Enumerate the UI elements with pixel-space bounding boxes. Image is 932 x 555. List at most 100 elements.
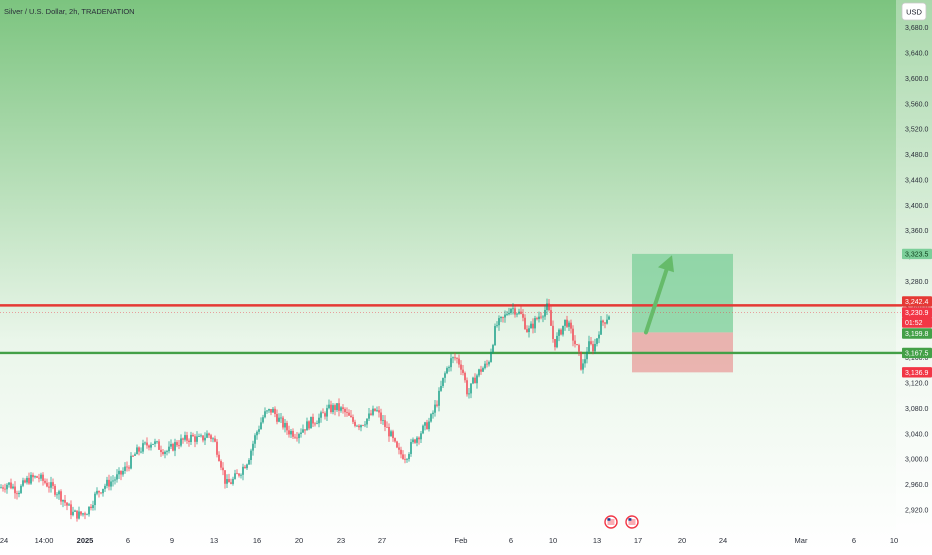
candle-body bbox=[472, 377, 474, 384]
candle-body bbox=[124, 466, 126, 471]
candle-body bbox=[330, 404, 332, 413]
candle-body bbox=[402, 454, 404, 459]
candle-body bbox=[174, 442, 176, 451]
candle-body bbox=[514, 308, 516, 315]
x-tick-label: 14:00 bbox=[35, 536, 54, 545]
candle-body bbox=[34, 476, 36, 478]
candle-body bbox=[230, 482, 232, 484]
candle-body bbox=[244, 466, 246, 469]
target-price-tag[interactable] bbox=[902, 248, 932, 260]
candle-body bbox=[38, 477, 40, 479]
candle-body bbox=[306, 421, 308, 431]
projection-arrow-shaft[interactable] bbox=[644, 263, 670, 335]
target-price-tag-label: 3,323.5 bbox=[905, 252, 928, 259]
candle-body bbox=[532, 323, 534, 329]
symbol-title: Silver / U.S. Dollar, 2h, TRADENATION bbox=[4, 7, 135, 16]
candle-body bbox=[604, 322, 606, 324]
candle-body bbox=[82, 513, 84, 515]
candle-body bbox=[240, 474, 242, 476]
candle-body bbox=[412, 439, 414, 443]
candle-body bbox=[162, 452, 164, 455]
currency-button[interactable] bbox=[901, 2, 927, 21]
candle-body bbox=[70, 504, 72, 516]
x-tick-label: 2025 bbox=[77, 536, 94, 545]
candle-body bbox=[358, 425, 360, 428]
candle-body bbox=[410, 442, 412, 454]
candle-body bbox=[50, 482, 52, 488]
candle-body bbox=[248, 459, 250, 465]
x-tick-label: Feb bbox=[455, 536, 468, 545]
y-tick-label: 3,560.0 bbox=[905, 101, 928, 108]
candle-body bbox=[530, 323, 532, 329]
candle-body bbox=[274, 408, 276, 415]
candle-body bbox=[328, 404, 330, 409]
candle-body bbox=[570, 322, 572, 329]
y-tick-label: 2,920.0 bbox=[905, 508, 928, 515]
candle-body bbox=[576, 344, 578, 346]
candle-body bbox=[136, 447, 138, 455]
candle-body bbox=[486, 363, 488, 365]
candle-body bbox=[550, 310, 552, 326]
candle-body bbox=[128, 467, 130, 469]
candle-body bbox=[602, 320, 604, 323]
candle-body bbox=[288, 430, 290, 435]
candle-body bbox=[370, 413, 372, 415]
candle-body bbox=[396, 441, 398, 448]
candle-body bbox=[176, 442, 178, 446]
last-price-tag[interactable] bbox=[902, 307, 932, 318]
candle-body bbox=[568, 322, 570, 327]
y-tick-label: 3,480.0 bbox=[905, 152, 928, 159]
candle-body bbox=[478, 369, 480, 376]
currency-button-label[interactable]: USD bbox=[906, 8, 922, 17]
support-price-tag[interactable] bbox=[902, 347, 932, 359]
candle-body bbox=[294, 436, 296, 438]
candle-body bbox=[14, 486, 16, 494]
candle-body bbox=[400, 449, 402, 455]
countdown-price-tag[interactable] bbox=[902, 317, 932, 328]
candle-body bbox=[334, 405, 336, 411]
candle-body bbox=[308, 421, 310, 429]
candle-body bbox=[588, 341, 590, 352]
candle-body bbox=[398, 447, 400, 450]
candle-body bbox=[526, 329, 528, 333]
candle-body bbox=[392, 431, 394, 439]
stop-price-tag[interactable] bbox=[902, 367, 932, 378]
target-zone[interactable] bbox=[632, 253, 733, 333]
candle-body bbox=[158, 441, 160, 450]
y-tick-label: 3,360.0 bbox=[905, 228, 928, 235]
candle-body bbox=[386, 426, 388, 428]
candle-body bbox=[390, 431, 392, 437]
resistance-price-tag[interactable] bbox=[902, 296, 932, 307]
candle-body bbox=[272, 408, 274, 413]
x-tick-label: 6 bbox=[509, 536, 513, 545]
candle-body bbox=[596, 338, 598, 344]
x-tick-label: 10 bbox=[549, 536, 557, 545]
candle-body bbox=[224, 470, 226, 484]
candle-body bbox=[264, 411, 266, 418]
projection-arrow-head[interactable] bbox=[658, 255, 674, 273]
candle-body bbox=[148, 445, 150, 448]
candle-body bbox=[292, 430, 294, 437]
candle-body bbox=[216, 441, 218, 455]
candle-body bbox=[446, 368, 448, 374]
candle-body bbox=[198, 436, 200, 437]
candle-body bbox=[338, 403, 340, 411]
candle-body bbox=[152, 443, 154, 445]
candle-body bbox=[170, 443, 172, 447]
candle-body bbox=[470, 383, 472, 394]
candle-body bbox=[168, 446, 170, 452]
candle-body bbox=[572, 328, 574, 341]
candle-body bbox=[522, 313, 524, 318]
candle-body bbox=[80, 511, 82, 515]
candle-body bbox=[42, 474, 44, 481]
candle-body bbox=[102, 488, 104, 494]
candle-body bbox=[584, 359, 586, 364]
candle-body bbox=[262, 417, 264, 423]
candle-body bbox=[462, 369, 464, 373]
candle-body bbox=[254, 435, 256, 444]
entry-price-tag[interactable] bbox=[902, 328, 932, 339]
candle-body bbox=[90, 506, 92, 509]
candle-body bbox=[68, 504, 70, 506]
